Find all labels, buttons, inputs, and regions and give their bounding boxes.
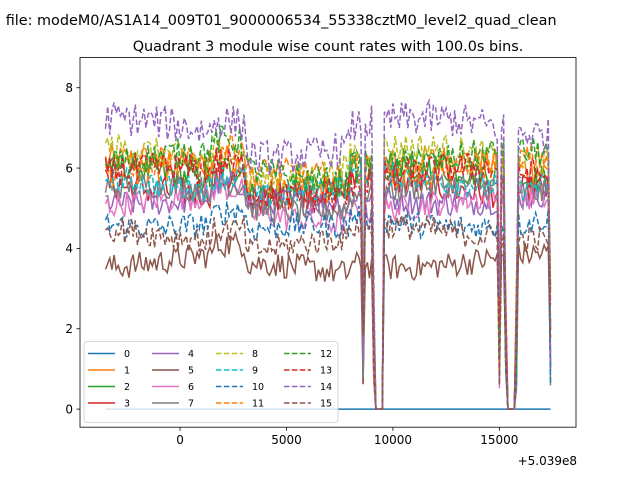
axes-frame	[79, 57, 577, 428]
figure-suptitle: n file: modeM0/AS1A14_009T01_9000006534_…	[0, 13, 557, 29]
legend-label-15: 15	[320, 399, 332, 410]
series-line-7	[104, 168, 552, 410]
y-tick-label: 2	[65, 322, 73, 336]
legend-label-8: 8	[252, 349, 258, 360]
legend-box	[83, 341, 339, 423]
x-axis: 0 5000 10000 15000	[176, 427, 518, 447]
y-axis: 0 2 4 6 8	[65, 81, 80, 416]
x-tick-label: 5000	[271, 433, 302, 447]
legend-label-14: 14	[320, 382, 332, 393]
series-line-5	[104, 229, 552, 410]
legend-label-12: 12	[320, 349, 332, 360]
legend-label-0: 0	[124, 349, 130, 360]
y-tick-label: 6	[65, 161, 73, 175]
legend-label-5: 5	[188, 366, 194, 377]
series-line-8	[104, 132, 552, 410]
series-line-10	[104, 201, 552, 410]
legend-label-7: 7	[188, 399, 194, 410]
legend-label-4: 4	[188, 349, 194, 360]
plot-area	[104, 97, 552, 410]
series-line-15	[104, 213, 552, 410]
x-tick-label: 10000	[374, 433, 412, 447]
legend-label-6: 6	[188, 382, 194, 393]
y-tick-label: 0	[65, 402, 73, 416]
legend-label-1: 1	[124, 366, 130, 377]
x-tick-label: 0	[176, 433, 184, 447]
legend-label-2: 2	[124, 382, 130, 393]
y-tick-label: 4	[65, 242, 73, 256]
series-line-4	[105, 170, 552, 410]
series-line-12	[104, 125, 552, 410]
legend-label-9: 9	[252, 366, 258, 377]
series-line-14	[104, 97, 552, 410]
x-offset-text: +5.039e8	[518, 454, 577, 468]
y-tick-label: 8	[65, 81, 73, 95]
legend-label-3: 3	[124, 399, 130, 410]
legend-label-11: 11	[252, 399, 264, 410]
legend-label-13: 13	[320, 366, 332, 377]
x-tick-label: 15000	[480, 433, 518, 447]
legend-label-10: 10	[252, 382, 264, 393]
series-line-13	[104, 148, 552, 410]
chart-title: Quadrant 3 module wise count rates with …	[133, 39, 524, 55]
